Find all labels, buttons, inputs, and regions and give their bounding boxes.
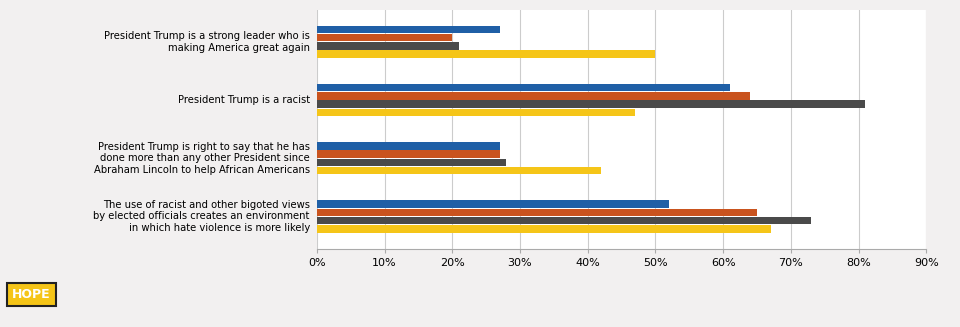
Bar <box>317 26 500 33</box>
Bar <box>317 200 669 208</box>
Bar <box>317 100 866 108</box>
Bar <box>317 92 751 100</box>
Bar <box>317 34 452 42</box>
Bar <box>317 50 656 58</box>
Bar <box>317 225 771 232</box>
Bar <box>317 84 730 91</box>
Bar <box>317 109 636 116</box>
Text: HATE: HATE <box>13 288 50 301</box>
Bar <box>317 159 507 166</box>
Bar <box>317 217 811 224</box>
Bar <box>317 42 459 50</box>
Bar <box>317 150 500 158</box>
Text: HOPE: HOPE <box>12 288 51 301</box>
Bar <box>317 209 757 216</box>
Bar <box>317 167 601 174</box>
Bar <box>317 142 500 150</box>
